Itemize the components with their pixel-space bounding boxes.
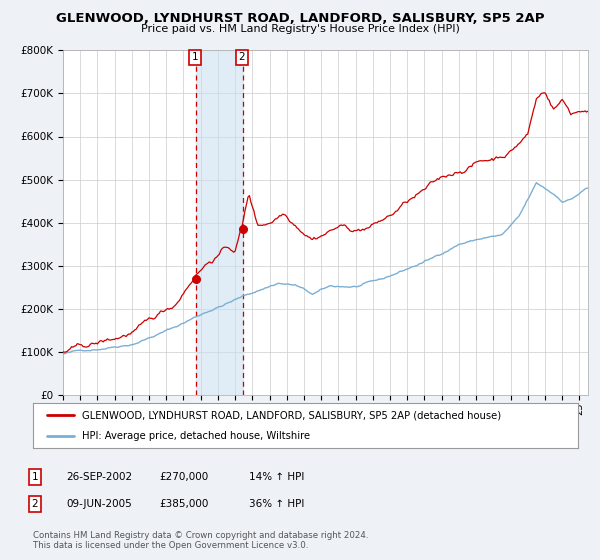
Text: HPI: Average price, detached house, Wiltshire: HPI: Average price, detached house, Wilt… <box>82 431 310 441</box>
Text: 1: 1 <box>192 52 199 62</box>
Text: Price paid vs. HM Land Registry's House Price Index (HPI): Price paid vs. HM Land Registry's House … <box>140 24 460 34</box>
Bar <box>196 50 243 395</box>
Text: 36% ↑ HPI: 36% ↑ HPI <box>249 499 304 509</box>
Text: 1: 1 <box>31 472 38 482</box>
Text: 09-JUN-2005: 09-JUN-2005 <box>66 499 132 509</box>
Text: 2: 2 <box>239 52 245 62</box>
Text: 14% ↑ HPI: 14% ↑ HPI <box>249 472 304 482</box>
Text: 26-SEP-2002: 26-SEP-2002 <box>66 472 132 482</box>
Text: £385,000: £385,000 <box>159 499 208 509</box>
Text: 2: 2 <box>31 499 38 509</box>
Text: £270,000: £270,000 <box>159 472 208 482</box>
Text: GLENWOOD, LYNDHURST ROAD, LANDFORD, SALISBURY, SP5 2AP (detached house): GLENWOOD, LYNDHURST ROAD, LANDFORD, SALI… <box>82 410 501 421</box>
Text: Contains HM Land Registry data © Crown copyright and database right 2024.
This d: Contains HM Land Registry data © Crown c… <box>33 531 368 550</box>
Text: GLENWOOD, LYNDHURST ROAD, LANDFORD, SALISBURY, SP5 2AP: GLENWOOD, LYNDHURST ROAD, LANDFORD, SALI… <box>56 12 544 25</box>
